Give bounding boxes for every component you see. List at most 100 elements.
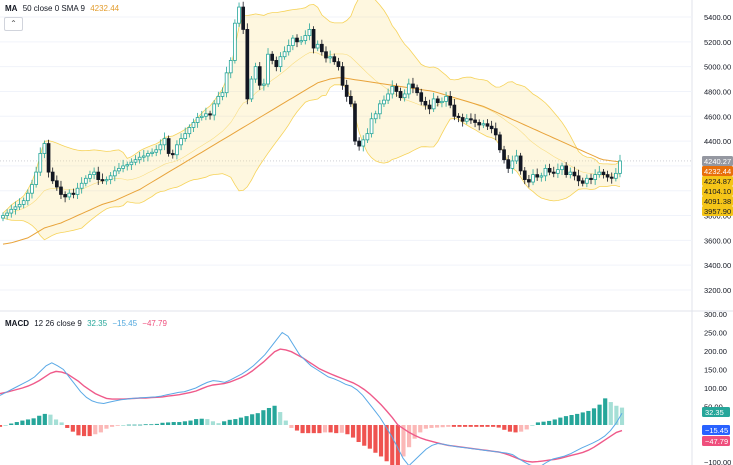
candle-up — [618, 160, 622, 174]
histogram-bar — [468, 425, 473, 427]
histogram-bar — [345, 425, 350, 435]
candle-up — [431, 98, 436, 110]
candle-up — [278, 56, 283, 68]
histogram-bar — [496, 425, 501, 428]
histogram-bar — [356, 425, 361, 443]
candle-up — [361, 139, 366, 147]
macd-label-text: −47.79 — [705, 437, 728, 446]
candle-up — [154, 149, 159, 153]
candle-up — [464, 118, 469, 122]
candle-down — [551, 171, 556, 174]
candle-down — [320, 43, 324, 53]
macd-line — [0, 331, 623, 465]
candle-up — [125, 164, 130, 167]
candle-up — [75, 187, 80, 195]
histogram-bar — [334, 425, 339, 434]
candle-down — [460, 117, 465, 122]
histogram-bar — [76, 425, 81, 436]
candles — [1, 1, 622, 222]
legend-macd[interactable]: MACD 12 26 close 9 32.35 −15.45 −47.79 — [5, 319, 170, 328]
histogram-bar — [93, 425, 98, 435]
band-lower — [2, 84, 621, 241]
histogram-bar — [317, 425, 322, 434]
price-tick-label: 5000.00 — [704, 63, 731, 72]
histogram-bar — [81, 425, 87, 437]
candle-up — [556, 169, 560, 174]
candle-down — [332, 56, 337, 63]
candle-down — [166, 138, 171, 154]
candle-down — [489, 125, 494, 130]
price-tick-label: 4800.00 — [704, 87, 731, 96]
candle-down — [353, 103, 357, 142]
histogram-bar — [406, 425, 412, 448]
histogram-bar — [547, 420, 552, 425]
chevron-up-icon[interactable]: ⌃ — [4, 17, 23, 31]
price-tick-label: 4600.00 — [704, 112, 731, 121]
histogram-bar — [614, 405, 619, 425]
price-tick-label: 5400.00 — [704, 13, 731, 22]
candle-down — [46, 143, 51, 173]
candle-down — [435, 98, 440, 104]
price-label-tag — [702, 176, 733, 186]
candle-up — [183, 133, 188, 140]
candle-up — [137, 156, 142, 161]
price-axis[interactable]: 3200.003400.003600.003800.004000.004200.… — [704, 13, 731, 295]
histogram-bar — [401, 425, 406, 457]
histogram-bar — [580, 412, 585, 425]
macd-tick-label: 200.00 — [704, 347, 727, 356]
candle-up — [38, 153, 43, 173]
histogram-bar — [255, 413, 260, 425]
candle-down — [411, 83, 415, 89]
histogram-bar — [294, 425, 300, 431]
candle-up — [88, 174, 92, 179]
candle-up — [585, 177, 589, 184]
histogram-bar — [586, 410, 591, 425]
macd-lines — [0, 331, 623, 465]
histogram-bar — [283, 420, 288, 425]
candle-up — [216, 96, 221, 105]
candle-down — [605, 174, 610, 178]
candle-down — [477, 122, 482, 126]
histogram-bar — [25, 419, 31, 425]
macd-tick-label: 100.00 — [704, 384, 727, 393]
histogram-bar — [434, 425, 440, 428]
candle-down — [357, 140, 361, 147]
legend-ma[interactable]: MA 50 close 0 SMA 9 4232.44 — [5, 4, 122, 13]
candle-up — [129, 161, 134, 166]
candle-down — [295, 37, 299, 43]
candle-down — [518, 155, 523, 172]
macd-label-text: 32.35 — [705, 408, 724, 417]
price-label-text: 4091.38 — [704, 197, 731, 206]
candle-up — [1, 215, 5, 219]
candle-down — [452, 104, 457, 117]
price-label-text: 4240.27 — [704, 157, 731, 166]
macd-label-text: −15.45 — [705, 426, 728, 435]
histogram-bar — [121, 425, 126, 426]
histogram-bar — [513, 425, 518, 433]
histogram-bar — [250, 414, 255, 425]
price-label-text: 4224.87 — [704, 177, 731, 186]
candle-up — [382, 99, 386, 105]
candle-up — [539, 175, 544, 178]
candle-up — [5, 212, 9, 216]
candle-up — [328, 56, 332, 59]
band-upper — [2, 0, 621, 214]
candle-up — [228, 60, 233, 74]
candle-down — [493, 128, 498, 136]
candle-up — [117, 167, 121, 172]
histogram-bar — [216, 423, 221, 425]
candle-up — [444, 96, 448, 102]
price-label-tag — [702, 206, 733, 216]
candle-up — [133, 159, 138, 163]
price-tick-label: 3600.00 — [704, 236, 731, 245]
histogram-bar — [177, 422, 182, 425]
macd-tick-label: −100.00 — [704, 458, 731, 465]
candle-down — [576, 175, 581, 182]
price-label-tag — [702, 156, 733, 166]
candle-down — [394, 86, 399, 92]
candle-down — [564, 165, 569, 175]
histogram-bar — [244, 416, 249, 425]
histogram-bar — [362, 425, 367, 446]
candle-up — [150, 151, 154, 154]
